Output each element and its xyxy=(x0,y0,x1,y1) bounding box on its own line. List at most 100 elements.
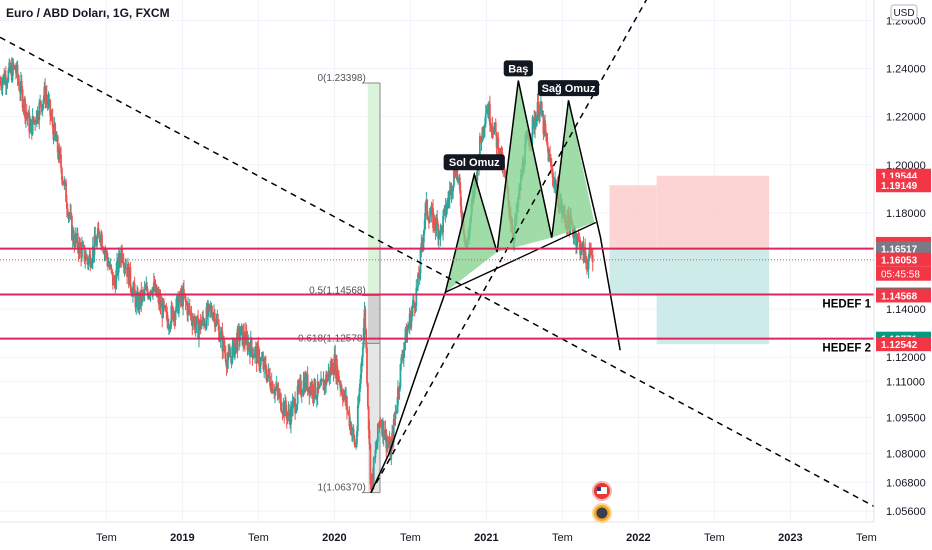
candle-body xyxy=(504,169,506,177)
candle-body xyxy=(390,443,393,460)
time-tick-label: 2023 xyxy=(778,532,802,544)
candle-body xyxy=(350,422,353,435)
fibonacci-tool[interactable]: 0(1.23398)0.5(1.14568)0.618(1.12578)1(1.… xyxy=(298,73,381,494)
price-badge xyxy=(876,252,931,267)
candle-body xyxy=(356,405,359,432)
candle-body xyxy=(56,136,59,153)
candle-body xyxy=(537,102,540,120)
candle-body xyxy=(439,225,442,238)
candle-body xyxy=(86,255,88,260)
price-badge xyxy=(876,241,931,256)
candle-body xyxy=(336,358,338,382)
candle-body xyxy=(17,77,20,83)
candle-body xyxy=(419,249,422,274)
candle-body xyxy=(427,215,429,220)
candle-body xyxy=(366,347,368,384)
candle-body xyxy=(555,180,557,194)
candle-body xyxy=(483,127,485,133)
candle-body xyxy=(394,412,397,420)
candle-body xyxy=(373,457,376,459)
candle-body xyxy=(530,137,533,143)
candle-body xyxy=(76,233,79,249)
candle-body xyxy=(291,402,294,416)
earnings-event-icon[interactable] xyxy=(591,503,612,523)
candle-body xyxy=(42,98,45,104)
candle-body xyxy=(196,316,199,318)
candle-body xyxy=(228,352,230,354)
trendlines[interactable] xyxy=(0,0,875,508)
event-icons[interactable] xyxy=(591,481,612,523)
candle-body xyxy=(274,388,276,395)
candle-body xyxy=(81,245,83,258)
candle-body xyxy=(573,234,576,239)
candle-body xyxy=(300,381,302,396)
candle-body xyxy=(341,387,343,395)
candle-body xyxy=(421,243,424,245)
candle-body xyxy=(223,349,226,353)
candle-body xyxy=(360,364,363,380)
candle-body xyxy=(430,208,433,216)
head-shoulders-pattern[interactable] xyxy=(370,80,621,493)
candle-body xyxy=(184,296,187,302)
time-axis-bg xyxy=(0,522,874,550)
price-badge-text: 1.14568 xyxy=(881,291,918,302)
neckline xyxy=(445,221,597,293)
candle-body xyxy=(253,356,256,358)
candle-body xyxy=(38,102,41,121)
candle-body xyxy=(361,356,363,365)
candle-body xyxy=(113,279,116,283)
candle-body xyxy=(188,304,190,307)
candle-body xyxy=(538,114,541,120)
candle-body xyxy=(65,201,68,209)
candle-body xyxy=(79,241,82,247)
candle-body xyxy=(422,230,425,243)
candle-body xyxy=(7,70,10,82)
candle-body xyxy=(493,126,495,135)
candle-body xyxy=(364,309,367,330)
candle-body xyxy=(97,228,100,233)
label-left-shoulder: Sol Omuz xyxy=(449,157,500,169)
candle-body xyxy=(355,444,358,447)
candle-body xyxy=(121,259,124,263)
candle-body xyxy=(178,300,180,314)
candle-body xyxy=(278,393,281,397)
price-tick-label: 1.12000 xyxy=(886,352,926,364)
candle-body xyxy=(396,405,398,411)
candle-body xyxy=(369,444,372,485)
currency-button[interactable] xyxy=(890,4,918,21)
candle-body xyxy=(218,338,221,342)
candle-body xyxy=(331,362,334,374)
candle-body xyxy=(545,133,548,143)
candle-body xyxy=(361,347,364,357)
candle-body xyxy=(417,274,419,288)
candle-body xyxy=(213,313,216,327)
price-axis[interactable]: 1.260001.240001.220001.200001.180001.160… xyxy=(873,0,932,550)
candle-body xyxy=(295,410,297,413)
pattern-labels: Sol Omuz Baş Sağ Omuz xyxy=(443,60,600,171)
flag-event-icon[interactable] xyxy=(591,481,612,501)
candle-body xyxy=(251,349,254,358)
level-label: HEDEF 1 xyxy=(822,299,871,311)
candle-body xyxy=(263,359,266,370)
horizontal-levels[interactable]: HEDEF 1 HEDEF 2 xyxy=(0,247,874,355)
candle-body xyxy=(578,237,581,240)
candle-body xyxy=(59,149,62,155)
candle-body xyxy=(344,391,347,403)
chart-title: Euro / ABD Doları, 1G, FXCM xyxy=(6,6,170,20)
candle-body xyxy=(540,101,543,116)
candle-body xyxy=(453,169,456,177)
candle-body xyxy=(311,384,314,397)
risk-reward-zones[interactable] xyxy=(609,175,770,345)
candle-body xyxy=(29,124,31,132)
candle-body xyxy=(44,86,47,102)
time-tick-label: Tem xyxy=(400,532,421,544)
time-axis[interactable]: Tem 2019 Tem 2020 Tem 2021 Tem 2022 Tem 2023 Tem xyxy=(0,521,877,550)
candle-body xyxy=(202,316,205,321)
candle-body xyxy=(12,62,15,68)
label-head: Baş xyxy=(508,63,528,75)
candle-body xyxy=(121,248,123,260)
candle-body xyxy=(227,352,230,361)
candle-body xyxy=(194,324,197,330)
